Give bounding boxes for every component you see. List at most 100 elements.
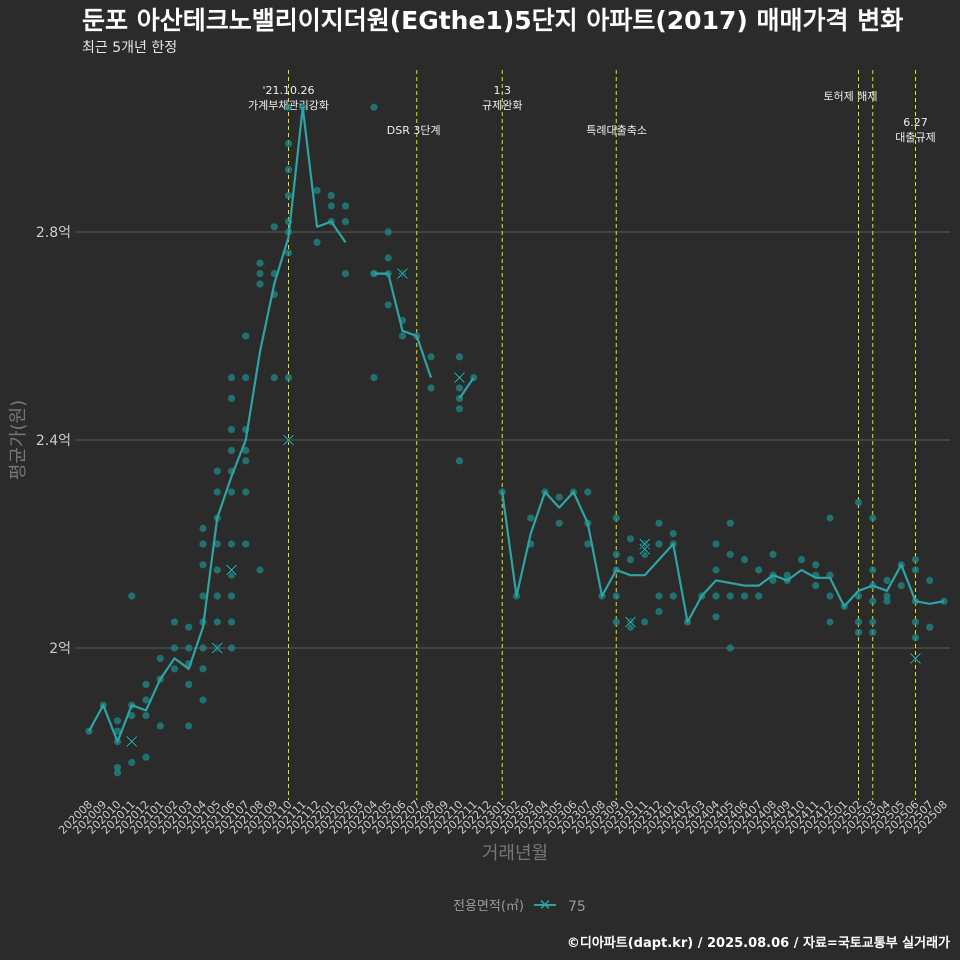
event-lines: '21.10.26가계부채관리강화DSR 3단계1.3규제완화특례대출축소토허제… — [248, 70, 936, 800]
data-point — [199, 696, 207, 704]
data-point — [612, 514, 620, 522]
data-point — [370, 103, 378, 111]
event-label: 1.3 규제완화 — [482, 84, 522, 112]
legend: 전용면적(㎡) ✕ 75 — [453, 896, 586, 915]
data-point — [826, 618, 834, 626]
legend-title: 전용면적(㎡) — [453, 899, 524, 914]
data-point — [284, 103, 293, 111]
data-point — [185, 722, 193, 730]
data-point — [284, 166, 293, 174]
source-caption: ©디아파트(dapt.kr) / 2025.08.06 / 자료=국토교통부 실… — [567, 935, 950, 951]
data-point — [726, 592, 734, 600]
data-point — [797, 556, 806, 564]
data-point — [142, 680, 150, 689]
data-point — [199, 540, 207, 548]
cross-stroke — [226, 564, 237, 576]
data-point — [726, 550, 734, 559]
data-point — [712, 592, 720, 600]
data-point — [199, 592, 207, 600]
event-label: DSR 3단계 — [387, 124, 441, 137]
data-point — [455, 384, 464, 392]
data-point — [812, 561, 820, 569]
data-point — [270, 223, 278, 231]
data-point — [555, 493, 563, 501]
cross-mark — [624, 616, 637, 628]
data-point — [911, 618, 920, 626]
data-point — [755, 566, 763, 574]
data-point — [270, 374, 278, 382]
y-tick-label: 2억 — [49, 641, 71, 657]
data-point — [370, 374, 378, 382]
event-label: 토허제 해제 — [823, 89, 877, 103]
data-point — [427, 353, 435, 361]
data-point — [384, 254, 392, 262]
cross-stroke — [126, 736, 138, 748]
data-point — [926, 576, 934, 585]
data-point — [113, 717, 122, 725]
data-point — [213, 488, 221, 496]
cross-stroke — [910, 652, 921, 664]
data-point — [626, 535, 635, 543]
legend-label: 75 — [568, 899, 586, 915]
event-label: 6.27 대출규제 — [895, 116, 935, 144]
data-point — [313, 238, 321, 246]
data-point — [128, 758, 136, 767]
data-point — [242, 457, 250, 465]
data-point — [869, 597, 877, 605]
data-point — [897, 582, 905, 590]
data-point — [128, 712, 136, 720]
data-point — [213, 566, 221, 574]
data-point — [213, 618, 221, 626]
data-point — [755, 592, 763, 600]
y-axis-title: 평균가(원) — [8, 400, 29, 480]
cross-stroke — [283, 434, 294, 446]
data-point — [455, 353, 464, 361]
data-point — [455, 457, 464, 465]
chart-title: 둔포 아산테크노밸리이지더원(EGthe1)5단지 아파트(2017) 매매가격… — [82, 6, 903, 35]
data-point — [227, 394, 236, 402]
data-point — [313, 186, 321, 194]
x-axis: 2020082020092020102020112020122021012021… — [56, 798, 950, 837]
data-point — [227, 540, 236, 548]
cross-stroke — [211, 642, 223, 654]
data-point — [142, 753, 150, 761]
data-point — [911, 556, 920, 564]
data-point — [669, 530, 677, 538]
data-point — [812, 582, 820, 590]
cross-mark — [396, 267, 409, 280]
data-point — [213, 592, 221, 600]
data-point — [883, 592, 891, 600]
data-point — [185, 623, 193, 631]
data-point — [712, 613, 720, 621]
data-point — [284, 140, 293, 148]
data-point — [555, 519, 563, 527]
data-point — [869, 566, 877, 574]
event-label: 특례대출축소 — [586, 124, 647, 137]
data-point — [199, 644, 207, 652]
data-point — [655, 519, 663, 527]
data-point — [769, 576, 777, 585]
data-point — [626, 556, 635, 564]
cross-mark — [909, 652, 922, 665]
y-tick-label: 2.4억 — [36, 433, 71, 449]
data-point — [612, 618, 620, 626]
data-point — [227, 592, 236, 600]
data-point — [384, 301, 392, 309]
data-point — [655, 540, 663, 548]
data-point — [242, 446, 250, 454]
data-point — [612, 592, 620, 600]
data-point — [740, 556, 749, 564]
data-point — [156, 654, 164, 663]
data-point — [341, 202, 350, 210]
data-point — [213, 467, 221, 475]
series-segment — [374, 272, 433, 378]
data-point — [142, 712, 150, 720]
data-point — [199, 561, 207, 569]
data-point — [926, 623, 934, 631]
data-point — [185, 680, 193, 689]
series-line — [88, 106, 945, 743]
series-segment — [88, 106, 347, 743]
cross-stroke — [625, 616, 636, 628]
data-point — [284, 192, 293, 200]
